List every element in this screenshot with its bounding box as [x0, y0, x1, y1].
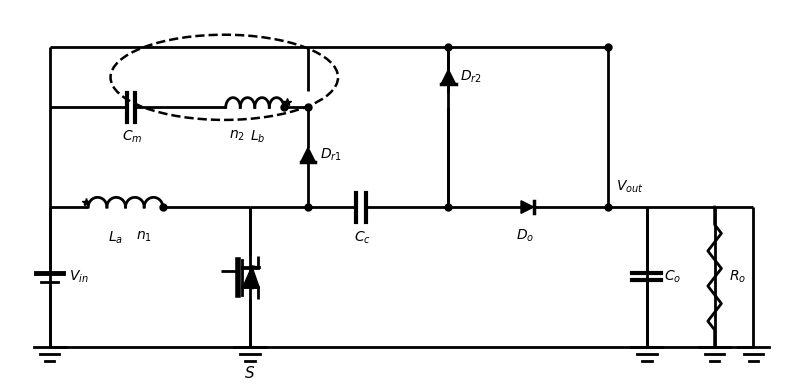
- Text: $L_a$: $L_a$: [108, 229, 123, 246]
- Text: $R_o$: $R_o$: [729, 269, 746, 285]
- Text: $L_b$: $L_b$: [250, 129, 266, 145]
- Text: $D_o$: $D_o$: [516, 227, 534, 244]
- Text: $V_{in}$: $V_{in}$: [69, 269, 89, 285]
- Text: $C_m$: $C_m$: [122, 129, 142, 145]
- Text: $D_{r2}$: $D_{r2}$: [460, 69, 482, 85]
- Polygon shape: [441, 69, 456, 84]
- Text: $C_o$: $C_o$: [664, 269, 682, 285]
- Text: $C_c$: $C_c$: [354, 229, 370, 246]
- Text: $n_2$: $n_2$: [229, 129, 245, 143]
- Polygon shape: [301, 147, 315, 162]
- Text: $n_1$: $n_1$: [137, 229, 153, 244]
- Text: $S$: $S$: [244, 365, 255, 381]
- Text: $V_{out}$: $V_{out}$: [616, 179, 643, 195]
- Polygon shape: [521, 201, 534, 213]
- Polygon shape: [242, 267, 259, 288]
- Text: $D_{r1}$: $D_{r1}$: [320, 147, 342, 163]
